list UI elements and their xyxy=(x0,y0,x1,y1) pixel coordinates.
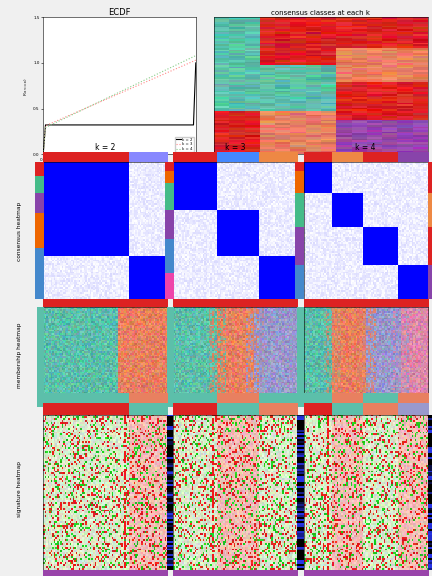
Text: membership heatmap: membership heatmap xyxy=(17,323,22,388)
X-axis label: consensus value [x]: consensus value [x] xyxy=(99,167,140,171)
Title: ECDF: ECDF xyxy=(108,7,131,17)
Y-axis label: F(x<=x): F(x<=x) xyxy=(24,77,28,94)
Title: k = 2: k = 2 xyxy=(95,143,115,151)
Title: consensus classes at each k: consensus classes at each k xyxy=(271,9,370,16)
Text: signature heatmap: signature heatmap xyxy=(17,461,22,517)
Legend: k = 2, k = 3, k = 4: k = 2, k = 3, k = 4 xyxy=(175,137,194,152)
Text: consensus heatmap: consensus heatmap xyxy=(17,202,22,262)
Title: k = 3: k = 3 xyxy=(225,143,246,151)
Title: k = 4: k = 4 xyxy=(356,143,376,151)
